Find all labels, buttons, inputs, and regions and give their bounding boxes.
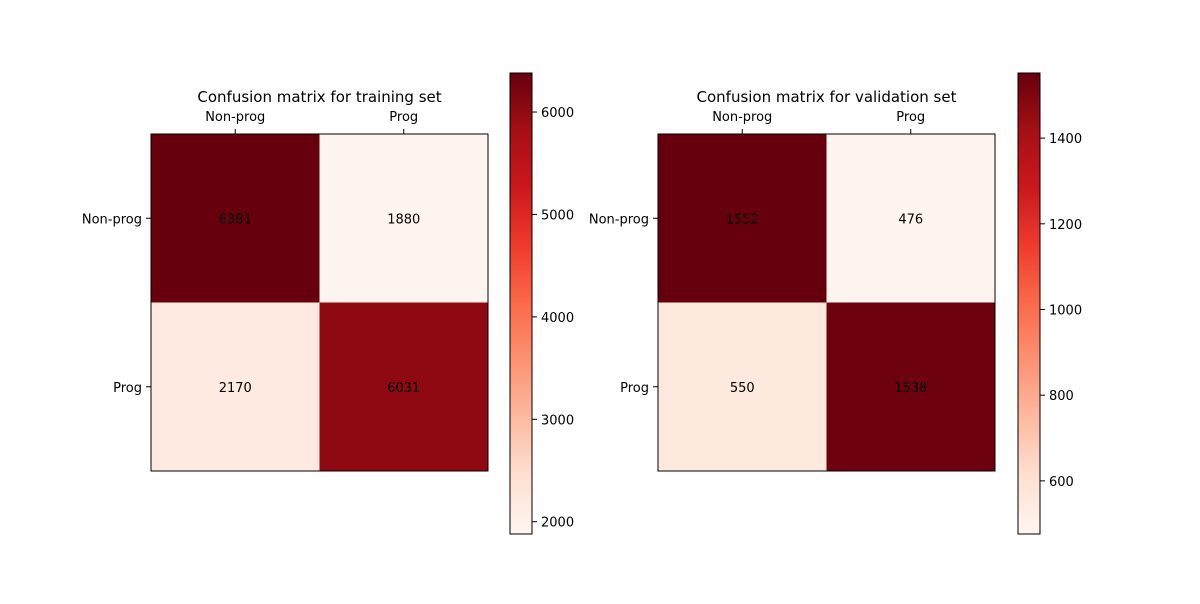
colorbar-gradient <box>510 73 532 534</box>
matrix-cell <box>826 134 995 303</box>
cell-value-label: 6381 <box>219 212 252 227</box>
x-tick-label: Non-prog <box>712 110 772 125</box>
cell-value-label: 6031 <box>387 381 420 396</box>
colorbar-tick-label: 6000 <box>541 106 574 121</box>
colorbar-tick-label: 4000 <box>541 311 574 326</box>
colorbar-frame <box>1017 72 1041 535</box>
matrix-cell <box>658 302 827 471</box>
colorbar-tick-label: 600 <box>1049 475 1074 490</box>
chart-title: Confusion matrix for training set <box>197 88 441 106</box>
colorbar-gradient <box>1018 73 1040 534</box>
colorbar-tick-label: 2000 <box>541 516 574 531</box>
confusion-matrix-panel-1: 6381 1880 2170 6031 Confusion matrix for tra… <box>82 72 574 535</box>
cell-value-label: 476 <box>898 212 923 227</box>
x-tick-label: Non-prog <box>205 110 265 125</box>
matrix-frame <box>150 133 489 472</box>
colorbar-tick-label: 3000 <box>541 413 574 428</box>
colorbar-tick-label: 800 <box>1049 389 1074 404</box>
cell-value-label: 1880 <box>387 212 420 227</box>
matrix-cell <box>151 134 320 303</box>
chart-title: Confusion matrix for validation set <box>697 88 957 106</box>
y-tick-label: Prog <box>113 381 142 396</box>
cell-value-label: 2170 <box>219 381 252 396</box>
matrix-cell <box>151 302 320 471</box>
cell-value-label: 1538 <box>894 381 927 396</box>
x-tick-label: Prog <box>389 110 418 125</box>
colorbar-tick-label: 1400 <box>1049 132 1082 147</box>
x-tick-label: Prog <box>896 110 925 125</box>
y-tick-label: Prog <box>620 381 649 396</box>
cell-value-label: 1552 <box>726 212 759 227</box>
matrix-cell <box>826 302 995 471</box>
matrix-cell <box>658 134 827 303</box>
colorbar-tick-label: 1200 <box>1049 218 1082 233</box>
cell-value-label: 550 <box>730 381 755 396</box>
colorbar-tick-label: 5000 <box>541 208 574 223</box>
matrix-frame <box>657 133 996 472</box>
confusion-matrix-panel-2: 1552 476 550 1538 Confusion matrix for valid… <box>589 72 1082 535</box>
matrix-cell <box>319 134 488 303</box>
matrix-cell <box>319 302 488 471</box>
y-tick-label: Non-prog <box>589 212 649 227</box>
colorbar-frame <box>509 72 533 535</box>
y-tick-label: Non-prog <box>82 212 142 227</box>
colorbar-tick-label: 1000 <box>1049 303 1082 318</box>
